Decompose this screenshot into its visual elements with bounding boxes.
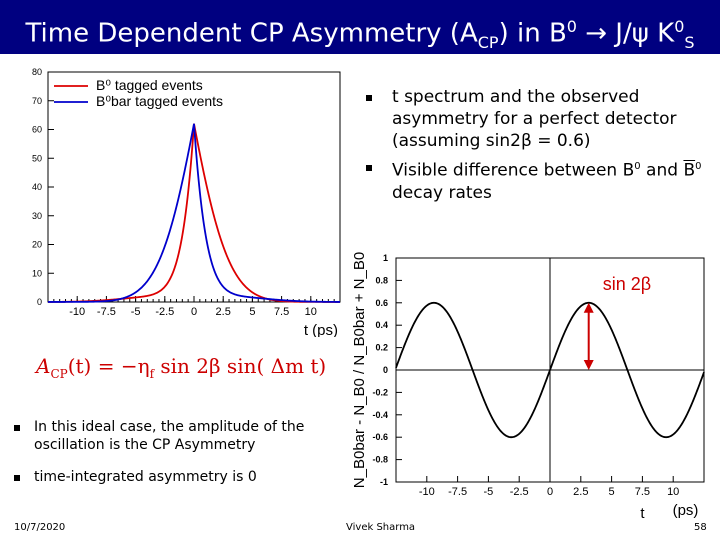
asymmetry-axes: -1 -0.8 -0.6 -0.4 -0.2 0 0.2 0.4 0.6 0.8 1 -10 -7.5 -… xyxy=(351,252,705,522)
legend-label-1: B⁰bar tagged events xyxy=(96,93,223,109)
footer-page-number: 58 xyxy=(694,522,707,533)
bullet-mark xyxy=(366,165,372,171)
x-tick-label: -5 xyxy=(484,486,494,498)
right-bullet-list: t spectrum and the observed asymmetry fo… xyxy=(366,86,706,204)
asymmetry-series xyxy=(395,301,705,439)
x-tick-label: -10 xyxy=(419,486,435,498)
y-tick-label: 20 xyxy=(32,240,42,250)
asymmetry-line xyxy=(395,301,705,439)
y-tick-label: 0.4 xyxy=(375,320,388,330)
x-tick-label: -10 xyxy=(69,306,85,318)
x-tick-label: -5 xyxy=(131,306,141,318)
x-axis-label: t xyxy=(640,505,645,522)
x-tick-label: 5 xyxy=(609,486,615,498)
x-tick-label: 10 xyxy=(667,486,679,498)
bullet-mark xyxy=(14,475,20,481)
t-spectrum-series xyxy=(47,123,341,303)
footer-author: Vivek Sharma xyxy=(346,522,416,533)
bullet-time-integrated: time-integrated asymmetry is 0 xyxy=(14,468,344,486)
y-tick-label: -0.6 xyxy=(372,432,388,442)
bullet-visible-difference: Visible difference between B0 and B0 dec… xyxy=(366,156,706,204)
y-tick-label: 30 xyxy=(32,211,42,221)
y-tick-label: 60 xyxy=(32,125,42,135)
y-tick-label: 1 xyxy=(383,253,388,263)
x-tick-label: 2.5 xyxy=(216,306,231,318)
series-line-1 xyxy=(47,123,340,303)
bullet-perfect-detector: t spectrum and the observed asymmetry fo… xyxy=(366,86,706,152)
x-tick-label: 7.5 xyxy=(635,486,650,498)
y-tick-label: 10 xyxy=(32,268,42,278)
bullet-mark xyxy=(366,95,372,101)
x-axis-label: t (ps) xyxy=(304,322,338,337)
y-tick-label: 70 xyxy=(32,96,42,106)
y-tick-label: -0.2 xyxy=(372,387,388,397)
x-tick-label: 2.5 xyxy=(573,486,588,498)
y-tick-label: -1 xyxy=(380,477,388,487)
title-bar xyxy=(0,0,720,54)
bullet-ideal-case: In this ideal case, the amplitude of the… xyxy=(14,418,344,454)
x-tick-label: 7.5 xyxy=(274,306,289,318)
y-tick-label: 0.8 xyxy=(375,275,388,285)
bullet-mark xyxy=(14,425,20,431)
x-tick-label: -2.5 xyxy=(155,306,174,318)
x-tick-label: 0 xyxy=(547,486,553,498)
y-tick-label: 0 xyxy=(37,297,42,307)
asymmetry-chart: -1 -0.8 -0.6 -0.4 -0.2 0 0.2 0.4 0.6 0.8 1 -10 -7.5 -… xyxy=(351,252,705,522)
x-tick-label: -7.5 xyxy=(448,486,467,498)
x-tick-label: 5 xyxy=(249,306,255,318)
x-tick-label: -2.5 xyxy=(510,486,529,498)
y-tick-label: 0.2 xyxy=(375,343,388,353)
y-tick-label: -0.8 xyxy=(372,455,388,465)
acp-formula: ACP(t) = −ηf sin 2β sin( Δm t) xyxy=(36,354,327,381)
y-tick-label: 80 xyxy=(32,67,42,77)
amplitude-annotation: sin 2β xyxy=(603,274,651,294)
t-spectrum-axes: 0 10 20 30 40 50 60 70 80 -10 -7.5 -5 -2.5 0 2.5 5 7.5 10… xyxy=(32,67,341,337)
series-line-0 xyxy=(48,123,341,303)
asymmetry-annotation: sin 2β xyxy=(583,274,651,370)
x-tick-label: -7.5 xyxy=(97,306,116,318)
t-spectrum-chart: 0 10 20 30 40 50 60 70 80 -10 -7.5 -5 -2.5 0 2.5 5 7.5 10… xyxy=(32,67,341,337)
legend-label-0: B⁰ tagged events xyxy=(96,77,203,93)
arrow-head-top xyxy=(583,302,594,313)
y-tick-label: 0.6 xyxy=(375,298,388,308)
arrow-head-bottom xyxy=(583,360,594,370)
y-tick-label: 50 xyxy=(32,153,42,163)
x-tick-label: 10 xyxy=(305,306,317,318)
y-tick-label: -0.4 xyxy=(372,410,388,420)
y-axis-label: N_B0bar - N_B0 / N_B0bar + N_B0 xyxy=(351,252,368,488)
footer-date: 10/7/2020 xyxy=(14,522,66,533)
y-tick-label: 0 xyxy=(383,365,388,375)
left-bullet-list: In this ideal case, the amplitude of the… xyxy=(14,418,344,500)
y-tick-label: 40 xyxy=(32,182,42,192)
x-tick-label: 0 xyxy=(191,306,197,318)
x-axis-unit: (ps) xyxy=(673,502,699,519)
slide-title: Time Dependent CP Asymmetry (ACP) in B0 … xyxy=(25,17,695,52)
